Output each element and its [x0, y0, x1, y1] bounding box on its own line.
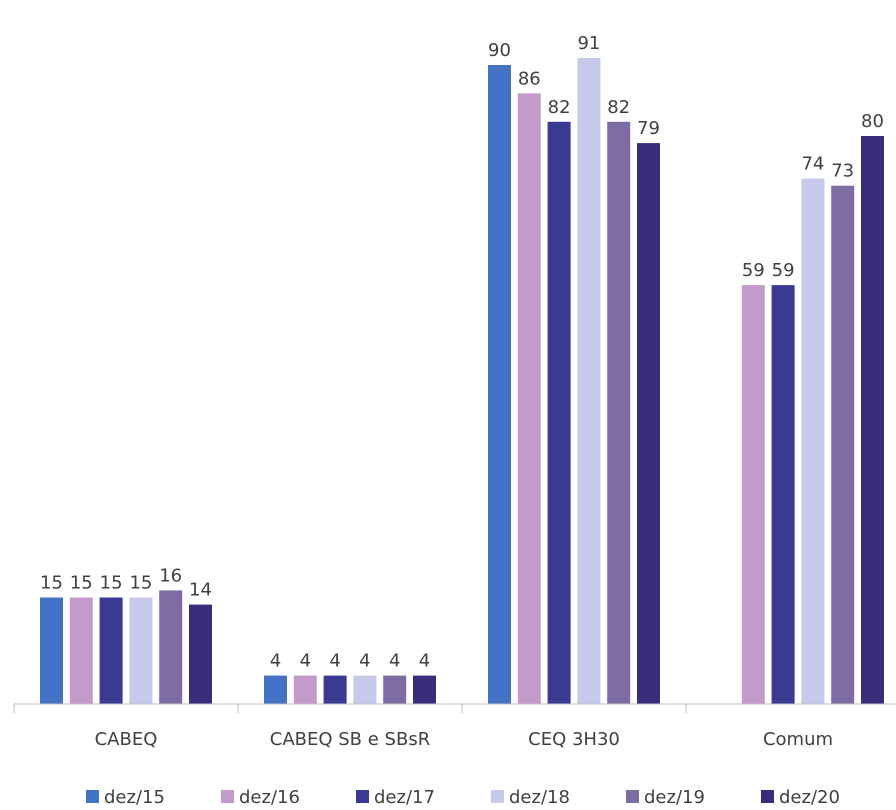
bar-cabeq-dez-15	[40, 597, 63, 704]
legend-item-dez-17: dez/17	[356, 787, 435, 808]
bar-ceq-3h30-dez-16	[517, 93, 541, 704]
legend-swatch	[761, 790, 774, 803]
bar-cabeq-sb-e-sbsr-dez-17	[323, 675, 347, 704]
data-label: 16	[159, 565, 182, 586]
bar-cabeq-dez-16	[69, 597, 93, 704]
bars-layer	[40, 57, 884, 705]
legend-label: dez/15	[104, 787, 165, 808]
bar-ceq-3h30-dez-18	[577, 57, 601, 704]
data-label: 15	[100, 573, 123, 594]
legend-label: dez/17	[374, 787, 435, 808]
legend-swatch	[491, 790, 504, 803]
bar-cabeq-sb-e-sbsr-dez-15	[264, 675, 287, 704]
legend-swatch	[356, 790, 369, 803]
legend-label: dez/20	[779, 787, 840, 808]
x-axis-category-labels: CABEQ CABEQ SB e SBsR CEQ 3H30 Comum	[95, 729, 833, 750]
data-label: 15	[40, 573, 63, 594]
data-label: 73	[831, 161, 854, 182]
legend-item-dez-15: dez/15	[86, 787, 165, 808]
data-label: 4	[329, 651, 340, 672]
legend-swatch	[86, 790, 99, 803]
bar-cabeq-sb-e-sbsr-dez-18	[353, 675, 377, 704]
data-label: 4	[270, 651, 281, 672]
data-label: 15	[129, 573, 152, 594]
bar-cabeq-sb-e-sbsr-dez-16	[293, 675, 317, 704]
bar-cabeq-sb-e-sbsr-dez-20	[413, 675, 436, 704]
data-label: 59	[742, 260, 765, 281]
data-label: 91	[577, 33, 600, 54]
bar-cabeq-dez-17	[99, 597, 123, 704]
bar-ceq-3h30-dez-17	[547, 121, 571, 705]
bar-cabeq-dez-20	[189, 604, 212, 704]
data-label: 4	[300, 651, 311, 672]
category-label-cabeq: CABEQ	[95, 729, 158, 750]
data-label: 82	[548, 97, 571, 118]
category-label-cabeq-sb-e-sbsr: CABEQ SB e SBsR	[270, 729, 430, 750]
bar-comum-dez-18	[801, 178, 825, 705]
data-label: 74	[801, 154, 824, 175]
legend-item-dez-18: dez/18	[491, 787, 570, 808]
data-label: 4	[419, 651, 430, 672]
category-label-comum: Comum	[763, 729, 833, 750]
legend-swatch	[626, 790, 639, 803]
data-label: 14	[189, 580, 212, 601]
data-label: 4	[389, 651, 400, 672]
data-label: 90	[488, 40, 511, 61]
data-label: 82	[607, 97, 630, 118]
legend-swatch	[221, 790, 234, 803]
data-label: 59	[772, 260, 795, 281]
bar-comum-dez-16	[741, 285, 765, 704]
bar-ceq-3h30-dez-20	[637, 143, 660, 705]
legend-label: dez/18	[509, 787, 570, 808]
data-label: 4	[359, 651, 370, 672]
bar-cabeq-sb-e-sbsr-dez-19	[383, 675, 407, 704]
bar-comum-dez-19	[831, 185, 855, 704]
legend-item-dez-20: dez/20	[761, 787, 840, 808]
bar-ceq-3h30-dez-15	[488, 65, 511, 704]
data-label: 80	[861, 111, 884, 132]
category-label-ceq-3h30: CEQ 3H30	[528, 729, 620, 750]
legend-label: dez/16	[239, 787, 300, 808]
bar-comum-dez-17	[771, 285, 795, 704]
bar-ceq-3h30-dez-19	[607, 121, 631, 705]
bar-cabeq-dez-19	[159, 590, 183, 704]
legend-item-dez-16: dez/16	[221, 787, 300, 808]
data-label: 79	[637, 118, 660, 139]
legend: dez/15 dez/16 dez/17 dez/18 dez/19 dez/20	[86, 787, 840, 808]
legend-item-dez-19: dez/19	[626, 787, 705, 808]
legend-label: dez/19	[644, 787, 705, 808]
bar-comum-dez-20	[861, 136, 884, 704]
data-label: 15	[70, 573, 93, 594]
x-axis-ticks	[13, 704, 687, 713]
bar-cabeq-dez-18	[129, 597, 153, 704]
data-label: 86	[518, 68, 541, 89]
